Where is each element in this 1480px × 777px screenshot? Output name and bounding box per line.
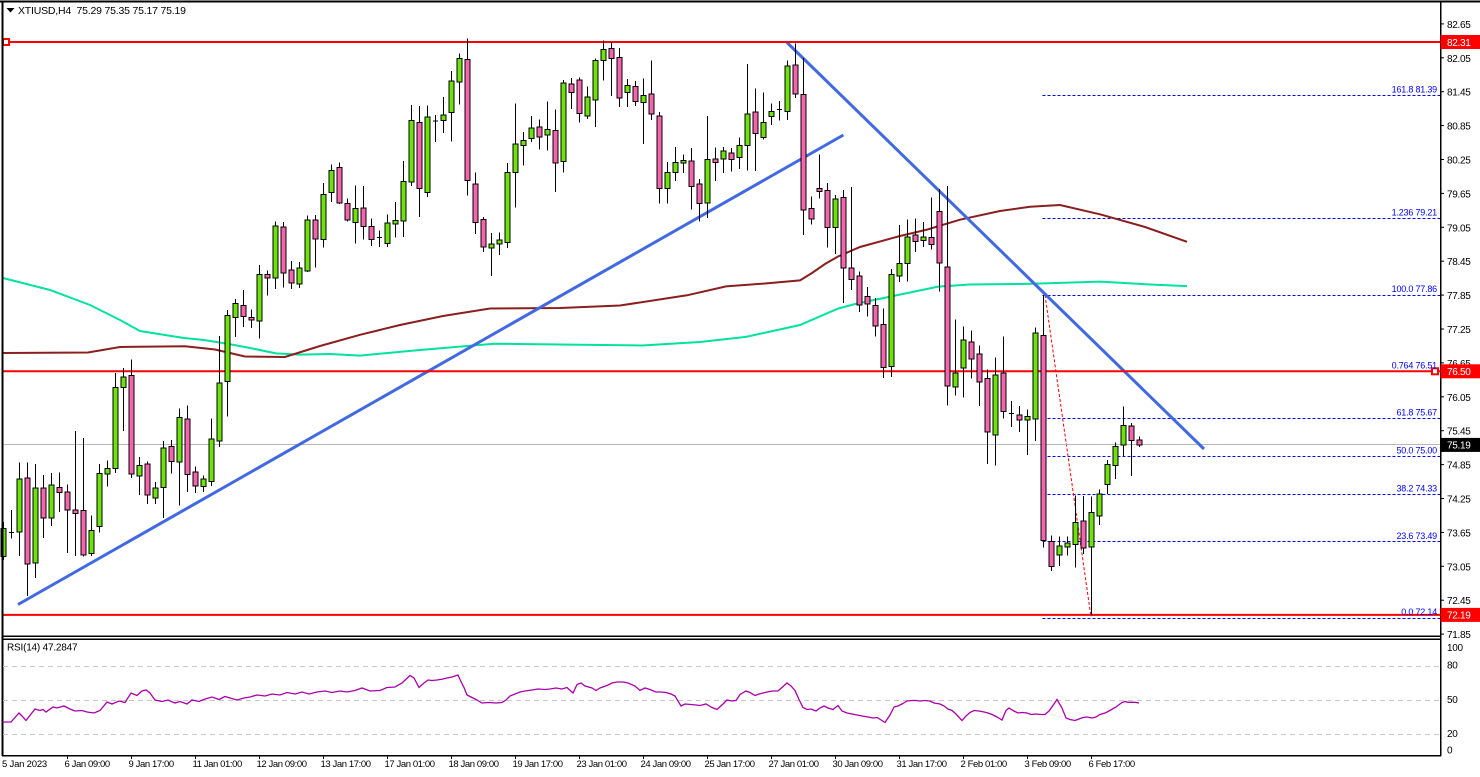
svg-text:75.45: 75.45 bbox=[1447, 427, 1471, 438]
svg-text:77.25: 77.25 bbox=[1447, 325, 1471, 336]
svg-text:50.0 75.00: 50.0 75.00 bbox=[1396, 446, 1437, 456]
svg-text:74.85: 74.85 bbox=[1447, 461, 1471, 472]
svg-text:82.65: 82.65 bbox=[1447, 20, 1471, 31]
svg-text:24 Jan 09:00: 24 Jan 09:00 bbox=[641, 759, 691, 770]
svg-text:80.25: 80.25 bbox=[1447, 156, 1471, 167]
svg-text:17 Jan 01:00: 17 Jan 01:00 bbox=[385, 759, 435, 770]
svg-text:73.65: 73.65 bbox=[1447, 528, 1471, 539]
svg-text:3 Feb 09:00: 3 Feb 09:00 bbox=[1025, 759, 1071, 770]
svg-text:27 Jan 01:00: 27 Jan 01:00 bbox=[769, 759, 819, 770]
svg-text:0.764 76.51: 0.764 76.51 bbox=[1392, 360, 1438, 370]
svg-text:100: 100 bbox=[1447, 643, 1464, 654]
svg-text:23.6 73.49: 23.6 73.49 bbox=[1396, 531, 1437, 541]
svg-text:76.50: 76.50 bbox=[1447, 367, 1471, 378]
svg-text:80.85: 80.85 bbox=[1447, 122, 1471, 133]
svg-text:74.25: 74.25 bbox=[1447, 495, 1471, 506]
svg-text:78.45: 78.45 bbox=[1447, 257, 1471, 268]
svg-text:6 Jan 09:00: 6 Jan 09:00 bbox=[65, 759, 110, 770]
svg-text:13 Jan 17:00: 13 Jan 17:00 bbox=[321, 759, 371, 770]
svg-text:77.85: 77.85 bbox=[1447, 291, 1471, 302]
svg-text:19 Jan 17:00: 19 Jan 17:00 bbox=[513, 759, 563, 770]
svg-text:72.19: 72.19 bbox=[1447, 611, 1471, 622]
svg-text:0.0 72.14: 0.0 72.14 bbox=[1401, 607, 1437, 617]
svg-text:82.05: 82.05 bbox=[1447, 54, 1471, 65]
svg-text:RSI(14) 47.2847: RSI(14) 47.2847 bbox=[7, 643, 78, 654]
svg-text:1.236 79.21: 1.236 79.21 bbox=[1392, 208, 1438, 218]
svg-text:50: 50 bbox=[1447, 695, 1458, 706]
svg-text:9 Jan 17:00: 9 Jan 17:00 bbox=[129, 759, 174, 770]
svg-text:72.45: 72.45 bbox=[1447, 596, 1471, 607]
svg-text:12 Jan 09:00: 12 Jan 09:00 bbox=[257, 759, 307, 770]
svg-text:11 Jan 01:00: 11 Jan 01:00 bbox=[193, 759, 243, 770]
svg-text:79.65: 79.65 bbox=[1447, 189, 1471, 200]
svg-text:80: 80 bbox=[1447, 660, 1458, 671]
svg-text:76.05: 76.05 bbox=[1447, 393, 1471, 404]
svg-text:38.2 74.33: 38.2 74.33 bbox=[1396, 484, 1437, 494]
svg-text:5 Jan 2023: 5 Jan 2023 bbox=[2, 759, 47, 770]
svg-text:79.05: 79.05 bbox=[1447, 223, 1471, 234]
svg-text:75.19: 75.19 bbox=[1447, 441, 1471, 452]
svg-text:82.31: 82.31 bbox=[1447, 38, 1471, 49]
svg-text:25 Jan 17:00: 25 Jan 17:00 bbox=[705, 759, 755, 770]
svg-text:23 Jan 01:00: 23 Jan 01:00 bbox=[577, 759, 627, 770]
svg-text:30 Jan 09:00: 30 Jan 09:00 bbox=[833, 759, 883, 770]
svg-text:73.05: 73.05 bbox=[1447, 562, 1471, 573]
svg-text:XTIUSD,H4 75.29 75.35 75.17 7: XTIUSD,H4 75.29 75.35 75.17 75.19 bbox=[18, 5, 186, 17]
svg-text:18 Jan 09:00: 18 Jan 09:00 bbox=[449, 759, 499, 770]
svg-text:81.45: 81.45 bbox=[1447, 88, 1471, 99]
svg-text:6 Feb 17:00: 6 Feb 17:00 bbox=[1089, 759, 1135, 770]
svg-text:0: 0 bbox=[1447, 746, 1453, 757]
svg-text:71.85: 71.85 bbox=[1447, 630, 1471, 641]
svg-text:161.8 81.39: 161.8 81.39 bbox=[1392, 85, 1438, 95]
svg-text:2 Feb 01:00: 2 Feb 01:00 bbox=[961, 759, 1007, 770]
svg-text:100.0 77.86: 100.0 77.86 bbox=[1392, 284, 1438, 294]
svg-text:20: 20 bbox=[1447, 729, 1458, 740]
svg-text:61.8 75.67: 61.8 75.67 bbox=[1396, 408, 1437, 418]
svg-text:31 Jan 17:00: 31 Jan 17:00 bbox=[897, 759, 947, 770]
